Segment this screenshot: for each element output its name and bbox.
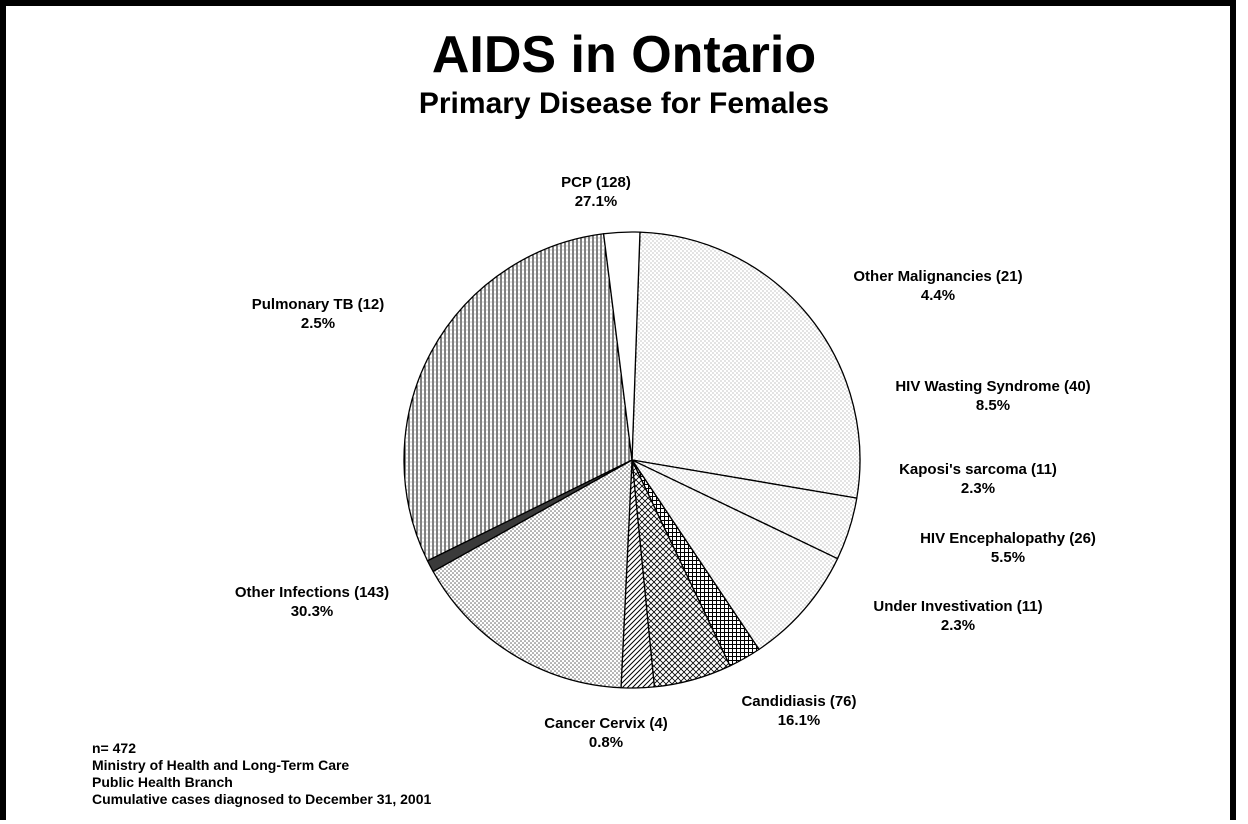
pie-slice-pulmonary-tb: [602, 231, 641, 461]
slice-label-other-infections-name: Other Infections (143): [234, 584, 390, 601]
slice-label-hiv-encephalopathy: HIV Encephalopathy (26) 5.5%: [858, 529, 1158, 567]
pie-slice-pcp: [631, 231, 861, 499]
slice-label-under-investivation-pct: 2.3%: [940, 617, 976, 634]
slice-label-other-infections-pct: 30.3%: [290, 603, 334, 620]
slice-label-candidiasis: Candidiasis (76) 16.1%: [649, 692, 949, 730]
slice-label-hiv-encephalopathy-name: HIV Encephalopathy (26): [920, 530, 1096, 547]
footer-notes: n= 472 Ministry of Health and Long-Term …: [92, 740, 431, 808]
chart-title: AIDS in Ontario: [431, 26, 817, 84]
slice-label-hiv-wasting-pct: 8.5%: [975, 397, 1011, 414]
slice-label-pcp-name: PCP (128): [561, 174, 631, 191]
slice-label-cancer-cervix: Cancer Cervix (4) 0.8%: [456, 714, 756, 752]
source-ministry: Ministry of Health and Long-Term Care: [92, 757, 350, 773]
slice-label-pulmonary-tb: Pulmonary TB (12) 2.5%: [168, 295, 468, 333]
pie-slice-candidiasis: [432, 459, 633, 689]
slice-label-pulmonary-tb-pct: 2.5%: [300, 315, 336, 332]
slice-label-hiv-encephalopathy-pct: 5.5%: [990, 549, 1026, 566]
slice-label-pcp-pct: 27.1%: [574, 193, 618, 210]
slice-label-other-malignancies: Other Malignancies (21) 4.4%: [788, 267, 1088, 305]
slice-label-kaposis-sarcoma-pct: 2.3%: [960, 480, 996, 497]
slice-label-kaposis-sarcoma: Kaposi's sarcoma (11) 2.3%: [828, 460, 1128, 498]
sample-size: n= 472: [92, 740, 136, 756]
pie-slices: [403, 231, 861, 689]
slice-label-other-malignancies-name: Other Malignancies (21): [853, 268, 1023, 285]
pie-slice-hiv-wasting-syndrome: [631, 459, 839, 651]
slice-label-other-infections: Other Infections (143) 30.3%: [162, 583, 462, 621]
date-note: Cumulative cases diagnosed to December 3…: [92, 791, 432, 807]
slice-label-under-investivation-name: Under Investivation (11): [873, 598, 1043, 615]
slice-label-under-investivation: Under Investivation (11) 2.3%: [808, 597, 1108, 635]
chart-subtitle: Primary Disease for Females: [418, 87, 830, 120]
slice-label-candidiasis-pct: 16.1%: [777, 712, 821, 729]
slice-label-pcp: PCP (128) 27.1%: [446, 173, 746, 211]
slice-label-cancer-cervix-name: Cancer Cervix (4): [544, 715, 668, 732]
slice-label-kaposis-sarcoma-name: Kaposi's sarcoma (11): [899, 461, 1057, 478]
slice-label-cancer-cervix-pct: 0.8%: [588, 734, 624, 751]
slice-label-candidiasis-name: Candidiasis (76): [741, 693, 857, 710]
slice-label-hiv-wasting: HIV Wasting Syndrome (40) 8.5%: [843, 377, 1143, 415]
slice-label-pulmonary-tb-name: Pulmonary TB (12): [251, 296, 385, 313]
slice-label-hiv-wasting-name: HIV Wasting Syndrome (40): [895, 378, 1091, 395]
pie-slice-other-infections: [403, 233, 633, 562]
source-branch: Public Health Branch: [92, 774, 233, 790]
slice-label-other-malignancies-pct: 4.4%: [920, 287, 956, 304]
